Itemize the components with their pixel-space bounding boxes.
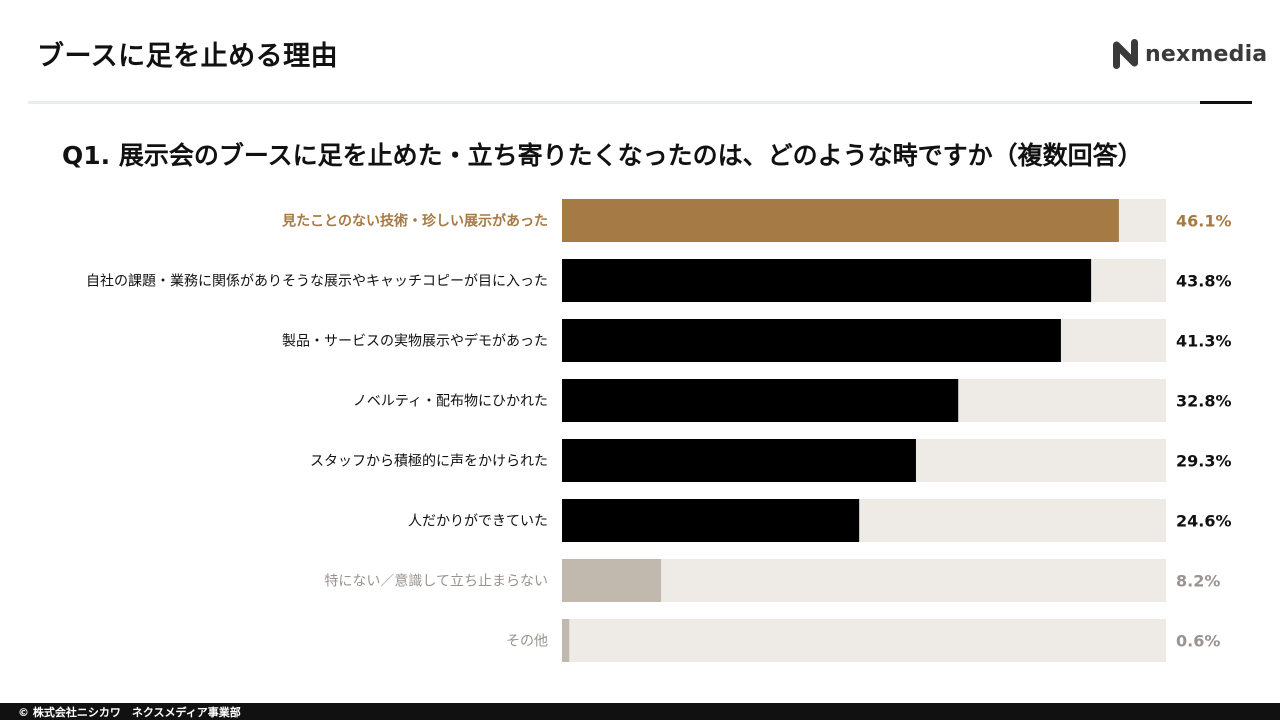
- bar: [562, 499, 860, 542]
- bar: [562, 439, 916, 482]
- value-label: 29.3%: [1176, 452, 1232, 471]
- value-label: 0.6%: [1176, 632, 1220, 651]
- bar-row-8: その他 0.6%: [506, 619, 1220, 662]
- value-label: 32.8%: [1176, 392, 1232, 411]
- category-label: 人だかりができていた: [408, 514, 548, 530]
- footer-bar: © 株式会社ニシカワ ネクスメディア事業部: [0, 703, 1280, 720]
- bar-track: [562, 559, 1166, 602]
- header-divider-accent: [1200, 101, 1252, 104]
- value-label: 24.6%: [1176, 512, 1232, 531]
- bar-row-5: スタッフから積極的に声をかけられた 29.3%: [310, 439, 1232, 482]
- bar: [562, 199, 1119, 242]
- bar: [562, 559, 662, 602]
- nexmedia-logo-icon: [1113, 39, 1138, 69]
- category-label: 特にない／意識して立ち止まらない: [324, 573, 548, 590]
- bar: [562, 259, 1092, 302]
- bar-row-1: 見たことのない技術・珍しい展示があった 46.1%: [281, 199, 1232, 242]
- bar-row-4: ノベルティ・配布物にひかれた 32.8%: [353, 379, 1232, 422]
- category-label: ノベルティ・配布物にひかれた: [353, 394, 548, 410]
- bar-row-3: 製品・サービスの実物展示やデモがあった 41.3%: [282, 319, 1232, 362]
- value-label: 43.8%: [1176, 272, 1232, 291]
- footer-copyright: © 株式会社ニシカワ ネクスメディア事業部: [18, 706, 241, 719]
- chart-title: Q1. 展示会のブースに足を止めた・立ち寄りたくなったのは、どのような時ですか（…: [62, 141, 1143, 170]
- category-label: スタッフから積極的に声をかけられた: [310, 454, 548, 470]
- bar-row-7: 特にない／意識して立ち止まらない 8.2%: [324, 559, 1220, 602]
- value-label: 41.3%: [1176, 332, 1232, 351]
- bar: [562, 619, 570, 662]
- header-divider: [28, 101, 1200, 104]
- category-label: 見たことのない技術・珍しい展示があった: [281, 213, 548, 230]
- page-title: ブースに足を止める理由: [37, 41, 339, 72]
- category-label: 自社の課題・業務に関係がありそうな展示やキャッチコピーが目に入った: [86, 274, 548, 290]
- bar-row-6: 人だかりができていた 24.6%: [408, 499, 1232, 542]
- brand-logo: nexmedia: [1112, 38, 1267, 70]
- logo-text: nexmedia: [1145, 41, 1268, 67]
- bar-row-2: 自社の課題・業務に関係がありそうな展示やキャッチコピーが目に入った 43.8%: [86, 259, 1232, 302]
- bar: [562, 319, 1061, 362]
- bar: [562, 379, 959, 422]
- bar-track: [562, 619, 1166, 662]
- category-label: 製品・サービスの実物展示やデモがあった: [282, 333, 548, 350]
- category-label: その他: [506, 634, 548, 650]
- value-label: 8.2%: [1176, 572, 1220, 591]
- bar-chart: 見たことのない技術・珍しい展示があった 46.1% 自社の課題・業務に関係がありそう…: [86, 199, 1232, 662]
- value-label: 46.1%: [1176, 212, 1232, 231]
